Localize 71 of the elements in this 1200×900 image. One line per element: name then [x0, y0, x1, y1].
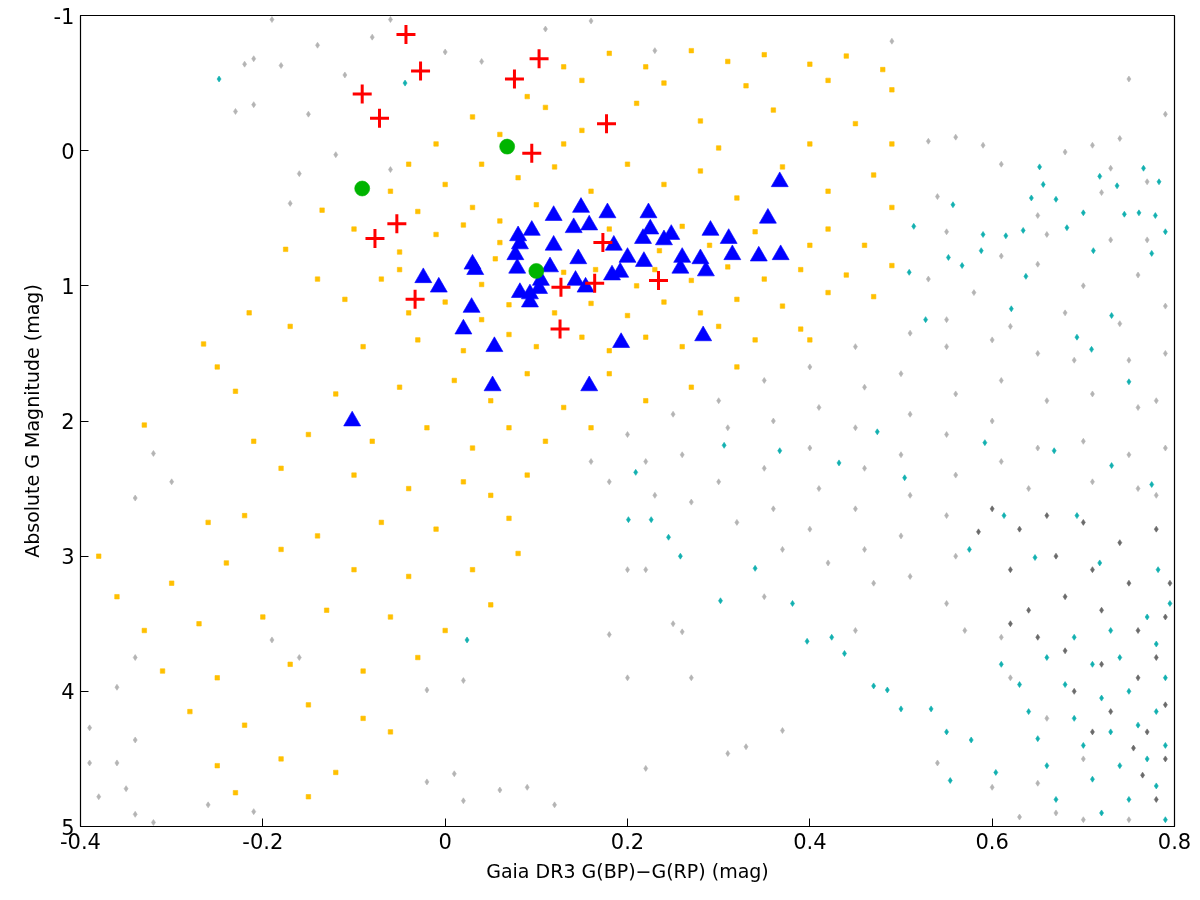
- point: [485, 336, 504, 352]
- point: [566, 270, 585, 286]
- point: [1126, 579, 1132, 587]
- point: [1117, 539, 1123, 546]
- point: [770, 171, 789, 187]
- point: [1135, 674, 1141, 682]
- point: [544, 235, 563, 251]
- point: [598, 202, 617, 219]
- point: [580, 214, 599, 231]
- y-axis-title: Absolute G Magnitude (mag): [20, 284, 43, 558]
- y-tick-label: -1: [53, 4, 75, 29]
- point: [1108, 708, 1113, 715]
- point: [639, 202, 658, 219]
- y-tick-label: 4: [61, 680, 75, 705]
- point: [1053, 552, 1059, 560]
- point: [1081, 519, 1086, 526]
- point: [414, 267, 433, 283]
- point: [1071, 688, 1077, 695]
- point: [522, 220, 541, 236]
- point: [618, 247, 637, 263]
- point: [612, 332, 630, 348]
- point: [1135, 627, 1141, 634]
- point: [544, 205, 563, 221]
- point: [462, 297, 481, 313]
- point: [541, 256, 559, 273]
- point: [635, 251, 653, 267]
- x-tick-label: 0.6: [975, 829, 1009, 854]
- x-tick-label: 0.2: [610, 829, 645, 854]
- point: [429, 277, 448, 293]
- x-tick-label: 0.8: [1157, 829, 1192, 854]
- point: [641, 218, 660, 235]
- point: [1008, 566, 1013, 573]
- point: [749, 245, 768, 262]
- point: [1153, 796, 1159, 803]
- point: [989, 505, 995, 513]
- point: [1090, 566, 1095, 573]
- x-axis-title: Gaia DR3 G(BP)−G(RP) (mag): [486, 859, 769, 882]
- point: [508, 258, 526, 274]
- point: [719, 228, 738, 244]
- point: [1144, 728, 1150, 736]
- y-tick-label: 0: [61, 139, 75, 164]
- point: [1062, 647, 1068, 655]
- point: [580, 375, 599, 392]
- y-tick-label: 1: [61, 274, 75, 299]
- point: [569, 248, 588, 265]
- point: [694, 325, 712, 342]
- point: [1035, 633, 1041, 641]
- point: [343, 410, 361, 427]
- x-tick-label: 0.4: [793, 829, 827, 854]
- point: [1167, 579, 1173, 587]
- y-tick-label: 3: [61, 545, 75, 570]
- point: [771, 244, 790, 260]
- point: [1044, 512, 1050, 519]
- point: [1153, 525, 1159, 533]
- point: [466, 259, 485, 275]
- point: [759, 208, 777, 224]
- point: [701, 220, 720, 236]
- point: [634, 228, 652, 244]
- point: [1153, 654, 1159, 661]
- point: [1099, 661, 1104, 668]
- x-tick-label: 0: [438, 829, 452, 854]
- point: [691, 248, 710, 265]
- point: [454, 318, 473, 335]
- y-tick-label: 2: [61, 410, 75, 434]
- point: [564, 217, 583, 233]
- point: [723, 244, 742, 260]
- point: [483, 375, 502, 392]
- point: [605, 235, 623, 251]
- point: [572, 197, 590, 213]
- x-tick-label: -0.2: [242, 829, 284, 854]
- point: [1062, 593, 1068, 601]
